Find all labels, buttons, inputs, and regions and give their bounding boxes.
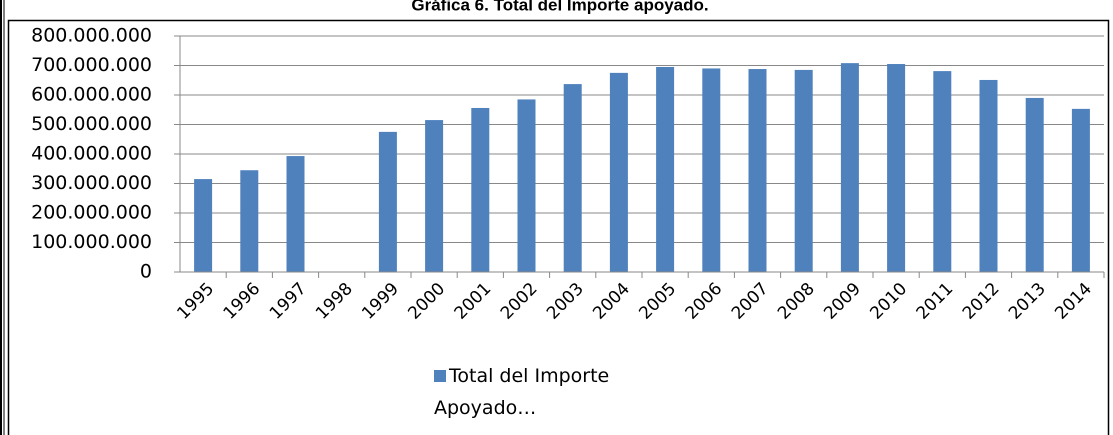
x-tick-label: 1996 — [220, 279, 265, 324]
bar — [609, 72, 628, 272]
x-tick-label: 2011 — [913, 279, 958, 324]
bar — [656, 66, 675, 272]
y-tick-label: 100.000.000 — [31, 231, 152, 253]
bar — [840, 63, 859, 272]
x-tick-label: 1999 — [358, 279, 403, 324]
x-tick-label: 1995 — [173, 279, 218, 324]
bar — [471, 107, 490, 272]
x-tick-label: 2001 — [451, 279, 496, 324]
x-tick-label: 2009 — [820, 279, 865, 324]
bar — [887, 64, 906, 273]
x-tick-label: 2004 — [589, 279, 634, 324]
bar — [979, 79, 998, 272]
x-tick-label: 2002 — [497, 279, 542, 324]
legend-swatch — [434, 370, 446, 382]
x-tick-label: 2003 — [543, 279, 588, 324]
bar — [425, 120, 444, 272]
bar — [748, 69, 767, 272]
bar — [286, 156, 305, 272]
bar — [563, 84, 582, 273]
y-tick-label: 400.000.000 — [31, 143, 152, 165]
y-tick-label: 800.000.000 — [31, 25, 152, 47]
bar — [933, 71, 952, 272]
bar — [517, 99, 536, 272]
y-tick-label: 0 — [140, 261, 152, 283]
y-tick-label: 500.000.000 — [31, 113, 152, 135]
x-tick-label: 2014 — [1051, 279, 1096, 324]
bar — [240, 170, 259, 272]
bar — [1071, 108, 1090, 273]
x-tick-label: 2013 — [1005, 279, 1050, 324]
y-tick-label: 700.000.000 — [31, 54, 152, 76]
chart-title: Gráfica 6. Total del Importe apoyado. — [411, 0, 708, 14]
bar — [378, 131, 397, 272]
y-tick-label: 200.000.000 — [31, 202, 152, 224]
y-tick-label: 600.000.000 — [31, 84, 152, 106]
x-tick-label: 2006 — [682, 279, 727, 324]
bar — [794, 69, 813, 272]
x-tick-label: 2008 — [774, 279, 819, 324]
x-tick-label: 1997 — [266, 279, 311, 324]
chart-border — [7, 19, 1110, 435]
y-tick-label: 300.000.000 — [31, 172, 152, 194]
bar — [194, 179, 213, 272]
x-tick-label: 2000 — [404, 279, 449, 324]
bar — [1025, 97, 1044, 272]
x-tick-label: 2007 — [728, 279, 773, 324]
x-tick-label: 2012 — [959, 279, 1004, 324]
legend: Total del Importe Apoyado… — [434, 360, 649, 424]
x-tick-label: 1998 — [312, 279, 357, 324]
x-tick-label: 2005 — [635, 279, 680, 324]
legend-label: Total del Importe Apoyado… — [434, 365, 610, 419]
x-tick-label: 2010 — [866, 279, 911, 324]
bar — [702, 68, 721, 272]
